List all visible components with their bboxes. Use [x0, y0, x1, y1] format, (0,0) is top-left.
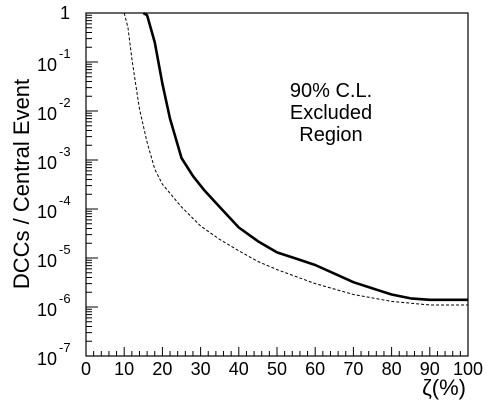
series-layer — [124, 13, 468, 305]
annotation-line-2: Excluded — [290, 102, 372, 124]
annotation-line-1: 90% C.L. — [290, 80, 372, 102]
plot-frame — [86, 13, 468, 356]
y-tick-label: 1 — [60, 3, 70, 23]
y-axis-ticks: 110-110-210-310-410-510-610-7 — [37, 3, 98, 369]
series-line-solid — [143, 13, 468, 300]
y-tick-label: 10 — [37, 300, 57, 320]
y-tick-label: 10 — [37, 349, 57, 369]
y-tick-exponent: -5 — [59, 242, 71, 257]
y-tick-label: 10 — [37, 202, 57, 222]
annotation-line-3: Region — [299, 124, 362, 146]
x-tick-label: 40 — [229, 359, 249, 379]
y-tick-exponent: -4 — [59, 193, 71, 208]
y-tick-label: 10 — [37, 104, 57, 124]
x-axis-title: ζ(%) — [422, 375, 466, 400]
x-tick-label: 0 — [81, 359, 91, 379]
x-tick-label: 60 — [305, 359, 325, 379]
y-tick-exponent: -6 — [59, 291, 71, 306]
y-tick-exponent: -2 — [59, 95, 71, 110]
y-tick-label: 10 — [37, 55, 57, 75]
x-tick-label: 10 — [114, 359, 134, 379]
y-tick-exponent: -3 — [59, 144, 71, 159]
x-tick-label: 80 — [382, 359, 402, 379]
y-tick-exponent: -1 — [59, 46, 71, 61]
x-tick-label: 50 — [267, 359, 287, 379]
x-tick-label: 30 — [191, 359, 211, 379]
y-axis-title: DCCs / Central Event — [9, 79, 34, 289]
x-tick-label: 70 — [343, 359, 363, 379]
y-tick-label: 10 — [37, 153, 57, 173]
y-tick-label: 10 — [37, 251, 57, 271]
y-tick-exponent: -7 — [59, 340, 71, 355]
x-tick-label: 20 — [152, 359, 172, 379]
series-line-dashed — [124, 13, 468, 305]
